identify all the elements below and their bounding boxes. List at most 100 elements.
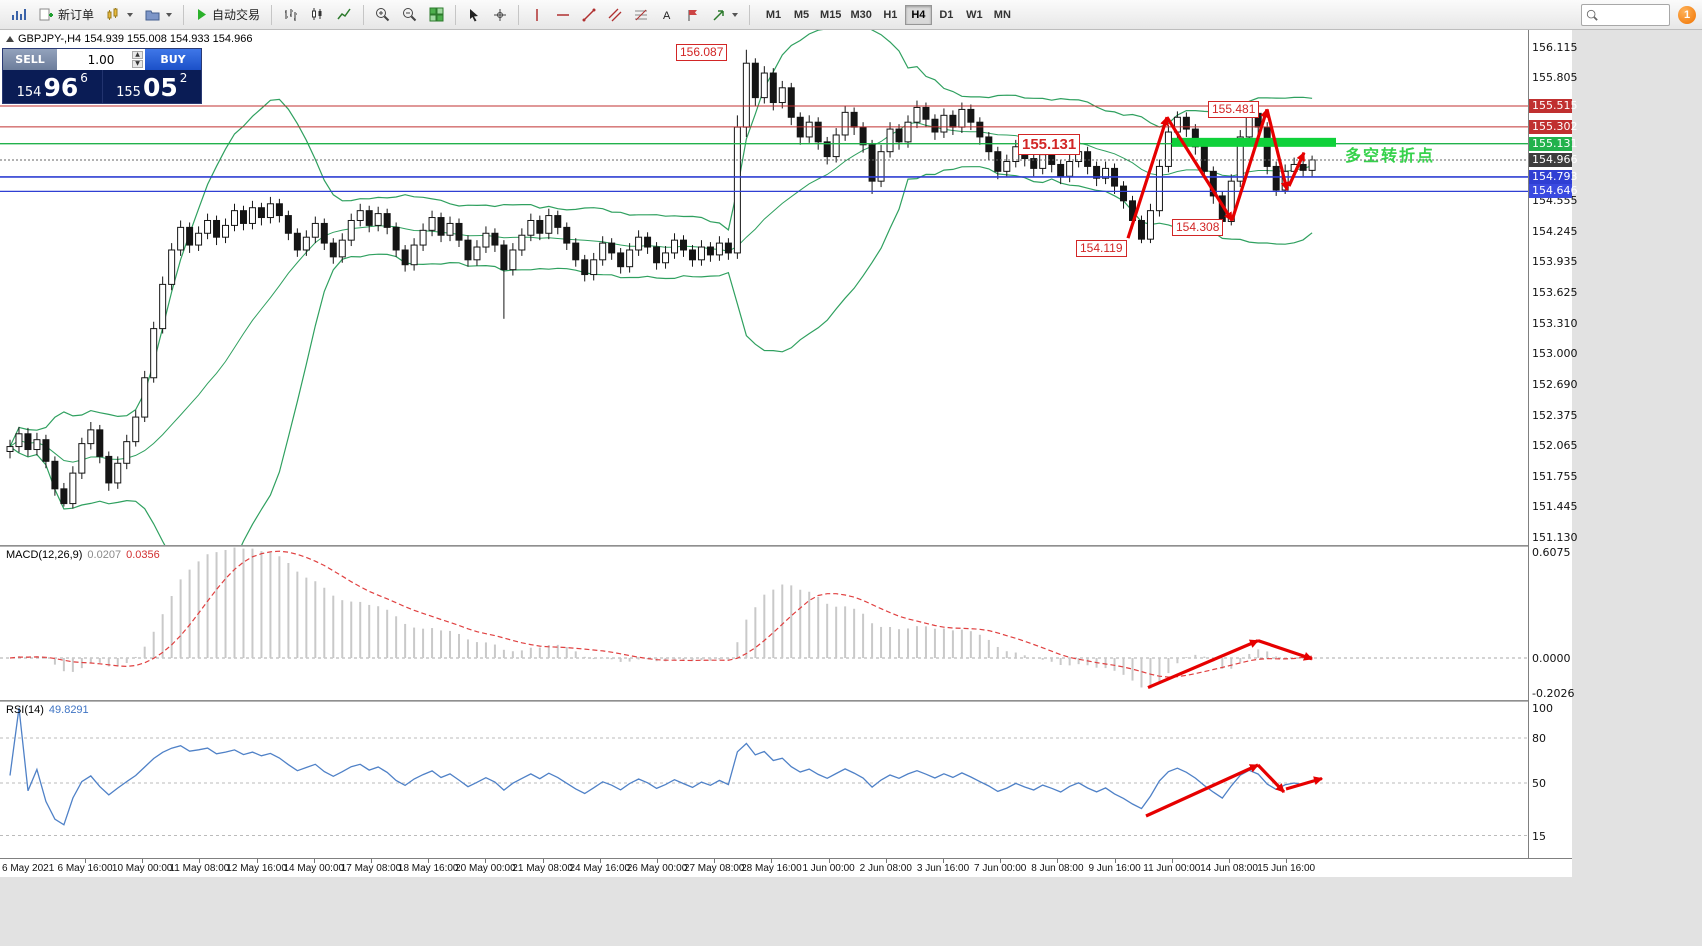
timeframe-d1[interactable]: D1 <box>939 8 954 21</box>
search-icon <box>1586 9 1598 21</box>
price-callout[interactable]: 155.131 <box>1018 133 1081 155</box>
label-tool-button[interactable] <box>681 3 705 27</box>
profiles-folder-icon <box>145 10 160 21</box>
timeframe-mn[interactable]: MN <box>993 8 1011 21</box>
new-chart-button[interactable] <box>101 3 138 27</box>
buy-price-display[interactable]: 155 05 2 <box>103 70 202 103</box>
sell-button[interactable]: SELL <box>3 49 57 70</box>
time-tick <box>771 859 773 863</box>
zoom-out-icon <box>403 8 417 22</box>
sell-price-pip: 6 <box>80 71 88 85</box>
time-label: 9 Jun 16:00 <box>1088 863 1141 874</box>
horizontal-line-tool-button[interactable] <box>551 3 575 27</box>
time-tick <box>1171 859 1173 863</box>
arrow-objects-caret-icon <box>732 12 739 17</box>
timeframe-m1[interactable]: M1 <box>765 8 782 21</box>
time-label: 6 May 16:00 <box>57 863 113 874</box>
time-tick <box>313 859 315 863</box>
timeframe-m15[interactable]: M15 <box>820 8 842 21</box>
volume-field[interactable]: 1.00 ▲ ▼ <box>57 49 145 70</box>
app-chart-icon[interactable] <box>6 3 32 27</box>
new-order-button[interactable]: 新订单 <box>34 3 99 27</box>
price-tick: 155.805 <box>1532 71 1578 85</box>
search-input[interactable] <box>1601 5 1665 24</box>
candlestick-chart-icon <box>312 8 322 20</box>
price-callout[interactable]: 155.481 <box>1208 101 1260 119</box>
price-level-badge: 155.515 <box>1529 98 1578 113</box>
sell-price-display[interactable]: 154 96 6 <box>3 70 102 103</box>
time-tick <box>1000 859 1002 863</box>
channel-tool-button[interactable] <box>603 3 627 27</box>
price-callout[interactable]: 156.087 <box>676 44 728 62</box>
price-tick: 153.000 <box>1532 347 1578 361</box>
price-tick: 152.375 <box>1532 408 1578 422</box>
time-label: 2 Jun 08:00 <box>859 863 912 874</box>
rsi-pane[interactable] <box>0 702 1528 858</box>
time-label: 14 Jun 08:00 <box>1200 863 1258 874</box>
trendline-tool-button[interactable] <box>577 3 601 27</box>
timeframe-h4[interactable]: H4 <box>904 4 932 25</box>
rsi-scale-tick: 100 <box>1532 702 1553 715</box>
time-label: 15 Jun 16:00 <box>1257 863 1316 874</box>
autotrading-button[interactable]: 自动交易 <box>190 3 265 27</box>
candlestick-chart-button[interactable] <box>305 3 330 27</box>
toolbar-separator <box>183 4 185 25</box>
profiles-button[interactable] <box>140 3 177 27</box>
zoom-out-button[interactable] <box>397 3 422 27</box>
crosshair-tool-button[interactable] <box>488 3 512 27</box>
rsi-scale-tick: 15 <box>1532 829 1546 843</box>
sell-price-int: 154 <box>16 85 42 100</box>
vertical-line-tool-button[interactable] <box>525 3 549 27</box>
line-chart-button[interactable] <box>332 3 357 27</box>
crosshair-icon <box>494 8 507 21</box>
chart-window: 156.115 155.805 154.555 154.245 153.935 153.6… <box>0 30 1578 877</box>
time-label: 18 May 16:00 <box>397 863 459 874</box>
timeframe-h1[interactable]: H1 <box>883 8 898 21</box>
trendline-icon <box>582 8 596 21</box>
new-order-icon <box>39 8 53 21</box>
macd-pane[interactable] <box>0 547 1528 700</box>
tile-windows-button[interactable] <box>424 3 449 27</box>
volume-up-button[interactable]: ▲ <box>132 51 143 59</box>
time-tick <box>657 859 658 863</box>
volume-down-button[interactable]: ▼ <box>132 60 143 68</box>
time-tick <box>485 859 487 863</box>
autotrading-play-icon <box>198 9 207 20</box>
bars-logo-icon <box>12 8 26 20</box>
cursor-tool-button[interactable] <box>462 3 486 27</box>
macd-scale-tick: 0.6075 <box>1532 546 1571 560</box>
buy-button[interactable]: BUY <box>145 49 201 70</box>
bar-chart-button[interactable] <box>278 3 303 27</box>
price-callout[interactable]: 154.308 <box>1172 219 1224 237</box>
time-tick <box>85 859 86 863</box>
time-tick <box>1114 859 1116 863</box>
line-chart-icon <box>337 8 351 20</box>
rsi-pane-separator[interactable] <box>0 700 1572 702</box>
price-tick: 154.245 <box>1532 224 1578 238</box>
main-chart-plot[interactable] <box>0 30 1528 545</box>
toolbar-separator <box>455 4 457 25</box>
community-badge[interactable]: 1 <box>1678 5 1696 24</box>
price-scale[interactable]: 156.115 155.805 154.555 154.245 153.935 153.6… <box>1528 30 1578 858</box>
arrow-objects-button[interactable] <box>707 3 743 27</box>
toolbar-search <box>1581 3 1670 26</box>
time-axis[interactable]: 6 May 2021 6 May 16:00 10 May 00:00 11 May … <box>0 858 1572 877</box>
cursor-icon <box>470 8 479 21</box>
new-chart-icon <box>107 8 118 20</box>
price-tick: 153.625 <box>1532 285 1578 299</box>
time-label: 10 May 00:00 <box>111 863 173 874</box>
timeframe-m30[interactable]: M30 <box>850 8 872 21</box>
zoom-in-button[interactable] <box>370 3 395 27</box>
macd-pane-separator[interactable] <box>0 545 1572 547</box>
time-label: 21 May 08:00 <box>512 863 573 874</box>
sell-price-main: 96 <box>43 73 79 102</box>
text-tool-button[interactable]: A <box>655 3 679 27</box>
timeframe-w1[interactable]: W1 <box>966 8 983 21</box>
fibonacci-tool-button[interactable] <box>629 3 653 27</box>
time-label: 1 Jun 00:00 <box>802 863 855 874</box>
symbol-ohlc-text: GBPJPY-,H4 154.939 155.008 154.933 154.9… <box>18 33 253 45</box>
turning-point-label[interactable]: 多空转折点 <box>1345 147 1436 165</box>
price-callout[interactable]: 154.119 <box>1076 239 1127 257</box>
volume-spinner: ▲ ▼ <box>132 51 143 68</box>
timeframe-m5[interactable]: M5 <box>793 8 810 21</box>
